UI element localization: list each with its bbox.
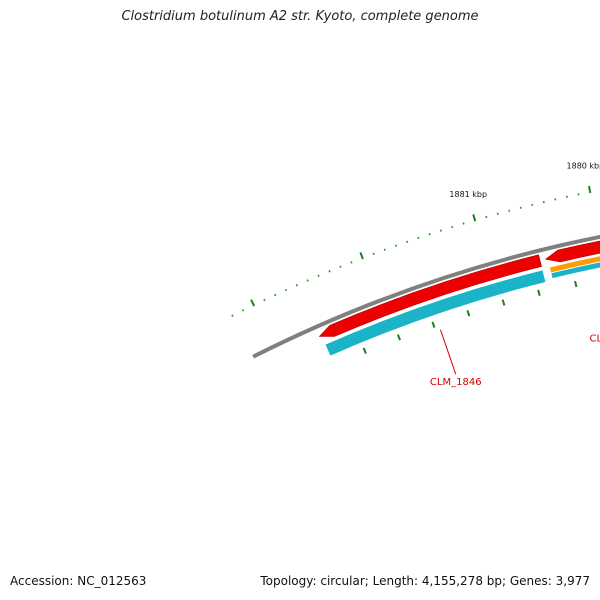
cds-tick (431, 321, 436, 328)
minor-scale-tick (306, 279, 309, 282)
minor-scale-tick (451, 225, 454, 229)
cds-tick (466, 309, 471, 317)
minor-scale-tick (339, 265, 342, 268)
cds-band[interactable] (551, 252, 600, 279)
major-scale-tick (250, 299, 256, 307)
major-scale-tick (359, 252, 364, 260)
minor-scale-tick (383, 248, 386, 251)
minor-scale-tick (485, 215, 488, 219)
minor-scale-tick (372, 252, 375, 256)
gene-arrow[interactable] (544, 232, 600, 263)
scale-label: 1881 kbp (449, 190, 487, 199)
scale-label: 1880 kbp (567, 161, 600, 170)
minor-scale-tick (508, 209, 511, 212)
minor-scale-tick (428, 233, 431, 236)
gene-arrow[interactable] (318, 254, 542, 337)
accession-label: Accession: NC_012563 (10, 574, 147, 588)
minor-scale-tick (439, 229, 442, 232)
minor-scale-tick (462, 222, 465, 225)
genome-summary: Topology: circular; Length: 4,155,278 bp… (260, 574, 590, 588)
minor-scale-tick (394, 244, 398, 247)
cds-tick (537, 289, 541, 297)
minor-ticks (231, 185, 592, 317)
gene-labels: CLM_1846CLM_1845CLM_1844CLM_1843CLM_1842… (430, 329, 600, 388)
genes-layer (318, 232, 600, 356)
minor-scale-tick (231, 314, 234, 317)
gene-label[interactable]: CLM_1845 (590, 334, 600, 345)
gene-feature[interactable] (544, 232, 600, 279)
minor-scale-tick (241, 309, 245, 312)
minor-scale-tick (295, 283, 298, 287)
minor-scale-tick (274, 293, 277, 297)
minor-scale-tick (284, 288, 288, 292)
major-scale-tick (472, 214, 477, 222)
cds-tick (396, 334, 401, 341)
minor-scale-tick (317, 274, 320, 278)
minor-scale-tick (496, 212, 499, 215)
cds-tick (362, 347, 367, 354)
minor-scale-tick (417, 236, 420, 240)
cds-band[interactable] (549, 247, 600, 273)
minor-scale-tick (406, 240, 409, 243)
genome-backbone (252, 234, 600, 359)
gene-feature[interactable] (318, 254, 546, 356)
cds-tick (574, 280, 578, 288)
minor-scale-tick (328, 269, 331, 273)
cds-ticks (362, 280, 578, 354)
gene-callout (439, 329, 457, 375)
minor-scale-tick (350, 261, 353, 264)
scale-labels: 1873 kbp1874 kbp1875 kbp1876 kbp1877 kbp… (449, 161, 600, 199)
minor-scale-tick (263, 298, 266, 302)
cds-tick (501, 299, 506, 306)
map-title: Clostridium botulinum A2 str. Kyoto, com… (121, 9, 479, 24)
cds-band[interactable] (325, 270, 546, 356)
gene-label[interactable]: CLM_1846 (430, 377, 482, 388)
major-scale-tick (587, 185, 592, 194)
